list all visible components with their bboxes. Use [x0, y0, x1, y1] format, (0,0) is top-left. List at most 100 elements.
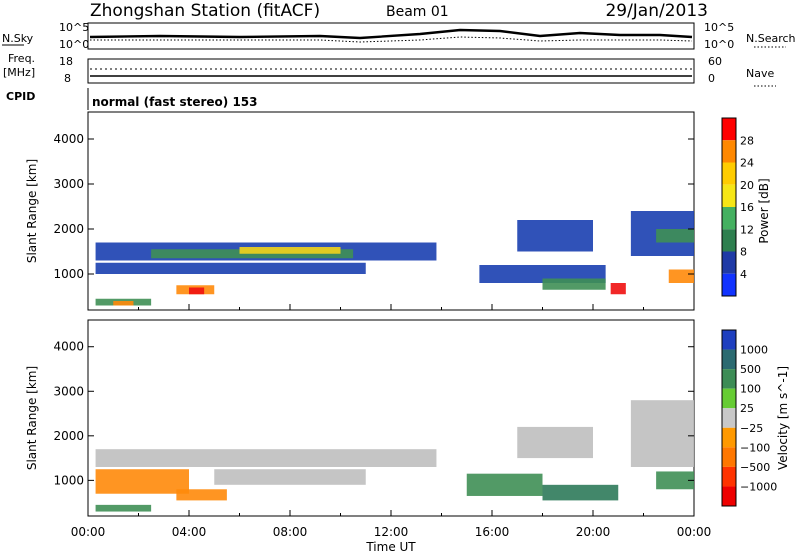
date-label: 29/Jan/2013 — [605, 1, 708, 21]
velocity-ylabel: Slant Range [km] — [25, 366, 39, 470]
velocity-colorbar-tick: 1000 — [740, 344, 768, 357]
velocity-ytick-label: 3000 — [53, 384, 84, 398]
velocity-echo-band — [517, 426, 593, 459]
noise-left-tick-hi: 10^5 — [59, 21, 89, 34]
velocity-colorbar-tick: −100 — [740, 441, 770, 454]
power-echo-band — [113, 301, 134, 306]
velocity-colorbar-swatch — [722, 408, 736, 428]
power-echo-band — [239, 247, 341, 254]
power-ytick-label: 2000 — [53, 222, 84, 236]
velocity-echo-band — [656, 471, 694, 490]
time-tick-label: 04:00 — [172, 525, 207, 539]
power-colorbar-swatch — [722, 251, 736, 274]
noise-right-tick-lo: 10^0 — [704, 38, 734, 51]
velocity-panel: Slant Range [km] 1000 2000 3000 4000 — [25, 319, 695, 517]
freq-tick-hi: 18 — [59, 55, 73, 68]
velocity-colorbar-swatch — [722, 486, 736, 506]
velocity-echo-band — [214, 469, 366, 485]
power-ytick-label: 1000 — [53, 267, 84, 281]
power-colorbar-swatch — [722, 184, 736, 207]
power-ytick-label: 3000 — [53, 177, 84, 191]
power-colorbar-swatch — [722, 229, 736, 252]
power-colorbar-swatch — [722, 207, 736, 230]
noise-left-tick-lo: 10^0 — [59, 38, 89, 51]
velocity-colorbar-swatch — [722, 427, 736, 448]
power-colorbar-swatch — [722, 140, 736, 163]
velocity-ytick-label: 4000 — [53, 340, 84, 354]
velocity-echo-band — [95, 449, 437, 467]
velocity-echo-band — [95, 469, 189, 494]
velocity-data-layer — [95, 400, 694, 512]
velocity-colorbar-tick: 500 — [740, 363, 761, 376]
velocity-echo-band — [630, 400, 694, 467]
nsky-trace — [89, 28, 693, 40]
power-ytick-label: 4000 — [53, 132, 84, 146]
velocity-colorbar-label: Velocity [m s^-1] — [776, 366, 790, 470]
time-tick-label: 00:00 — [71, 525, 106, 539]
nave-tick-hi: 60 — [708, 55, 722, 68]
beam-label: Beam 01 — [386, 4, 449, 20]
nave-label: Nave — [746, 67, 774, 80]
power-colorbar-swatch — [722, 273, 736, 296]
power-ylabel: Slant Range [km] — [25, 159, 39, 263]
velocity-echo-band — [466, 473, 543, 496]
velocity-colorbar-swatch — [722, 388, 736, 409]
power-colorbar-tick: 4 — [740, 268, 747, 281]
nsearch-label: N.Search — [746, 32, 796, 45]
velocity-colorbar-swatch — [722, 447, 736, 467]
power-colorbar-tick: 12 — [740, 223, 754, 236]
velocity-colorbar-swatch — [722, 369, 736, 389]
velocity-colorbar-swatch — [722, 466, 736, 487]
nave-tick-lo: 0 — [708, 72, 715, 85]
velocity-ytick-label: 1000 — [53, 473, 84, 487]
station-title: Zhongshan Station (fitACF) — [90, 1, 320, 21]
velocity-y-ticks: 1000 2000 3000 4000 — [53, 340, 695, 516]
velocity-colorbar-tick: −25 — [740, 422, 763, 435]
freq-label: Freq. — [8, 52, 35, 65]
velocity-echo-band — [176, 489, 227, 501]
velocity-colorbar-tick: −500 — [740, 461, 770, 474]
velocity-echo-band — [95, 504, 152, 512]
time-axis-label: Time UT — [365, 540, 416, 554]
nsky-label: N.Sky — [2, 32, 34, 45]
velocity-ytick-label: 2000 — [53, 429, 84, 443]
power-echo-band — [189, 287, 205, 295]
power-colorbar-frame — [721, 117, 737, 297]
power-colorbar-swatch — [722, 118, 736, 141]
velocity-colorbar-swatch — [722, 349, 736, 370]
power-echo-band — [610, 283, 626, 295]
freq-tick-lo: 8 — [64, 72, 71, 85]
velocity-colorbar-frame — [721, 329, 737, 507]
freq-unit: [MHz] — [3, 66, 35, 79]
velocity-echo-band — [542, 484, 619, 501]
power-colorbar-tick: 24 — [740, 157, 754, 170]
nsearch-trace — [90, 36, 693, 43]
power-echo-band — [668, 269, 694, 283]
time-tick-label: 00:00 — [677, 525, 712, 539]
power-colorbar-swatch — [722, 162, 736, 185]
cpid-value: normal (fast stereo) 153 — [92, 95, 258, 109]
time-axis: 00:00 04:00 08:00 12:00 16:00 20:00 00:00 — [71, 525, 712, 539]
noise-panel-frame — [87, 22, 695, 50]
time-tick-label: 12:00 — [374, 525, 409, 539]
power-colorbar: 28 24 20 16 12 8 4 — [721, 117, 754, 297]
noise-right-tick-hi: 10^5 — [704, 21, 734, 34]
velocity-colorbar-tick: 100 — [740, 383, 761, 396]
power-colorbar-tick: 16 — [740, 201, 754, 214]
power-echo-band — [656, 229, 694, 243]
velocity-colorbar-swatch — [722, 330, 736, 350]
time-tick-label: 20:00 — [576, 525, 611, 539]
power-echo-band — [95, 262, 366, 274]
power-colorbar-tick: 28 — [740, 134, 754, 147]
time-tick-label: 08:00 — [273, 525, 308, 539]
time-tick-label: 16:00 — [475, 525, 510, 539]
cpid-label: CPID — [6, 90, 35, 103]
power-colorbar-tick: 20 — [740, 179, 754, 192]
power-panel: Slant Range [km] 1000 2000 3000 4000 — [25, 111, 695, 311]
power-colorbar-tick: 8 — [740, 246, 747, 259]
power-y-ticks: 1000 2000 3000 4000 — [53, 132, 695, 310]
power-echo-band — [517, 220, 593, 252]
power-data-layer — [95, 211, 694, 306]
power-echo-band — [542, 278, 606, 290]
